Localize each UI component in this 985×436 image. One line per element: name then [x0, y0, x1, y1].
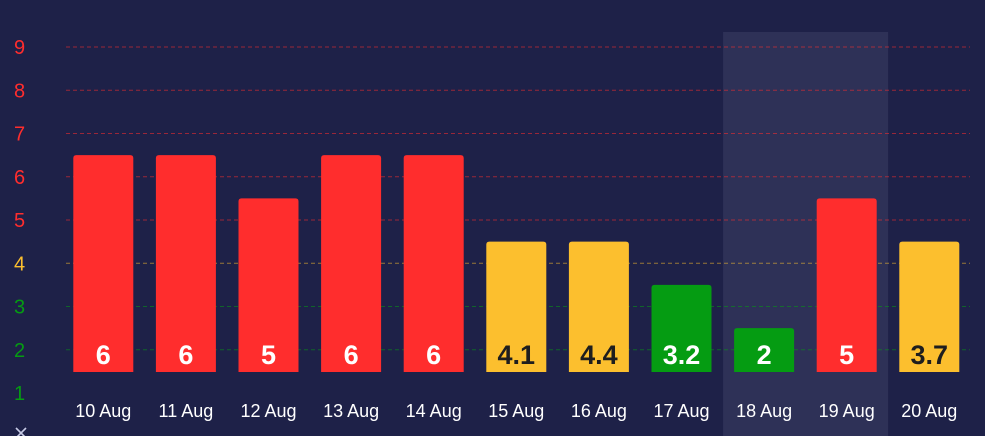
bar-value-label: 3.2 [663, 340, 701, 370]
x-tick-label: 11 Aug [159, 401, 214, 421]
bar-16-aug[interactable] [568, 241, 629, 372]
x-tick-label: 15 Aug [488, 401, 544, 421]
bar-value-label: 4.1 [498, 340, 536, 370]
bar-value-label: 6 [426, 340, 441, 370]
bar-value-label: 5 [839, 340, 854, 370]
x-tick-label: 18 Aug [736, 401, 792, 421]
bar-11-aug[interactable] [155, 155, 216, 372]
bar-value-label: 4.4 [580, 340, 618, 370]
corner-marker [15, 427, 27, 436]
bar-value-label: 3.7 [911, 340, 949, 370]
x-tick-label: 10 Aug [75, 401, 131, 421]
y-tick-label: 1 [14, 383, 25, 405]
bar-value-label: 6 [96, 340, 111, 370]
bar-13-aug[interactable] [321, 155, 382, 372]
y-tick-label: 8 [14, 80, 25, 102]
x-axis: 10 Aug 11 Aug 12 Aug 13 Aug 14 Aug 15 Aug 16 A… [75, 401, 957, 421]
y-tick-label: 4 [14, 253, 25, 275]
bar-10-aug[interactable] [73, 155, 134, 372]
bar-17-aug[interactable] [651, 284, 712, 372]
bar-value-label: 5 [261, 340, 276, 370]
y-tick-label: 3 [14, 297, 25, 319]
bar-19-aug[interactable] [816, 198, 877, 372]
y-axis: 9 8 7 6 5 4 3 2 1 [14, 37, 25, 405]
gridlines [66, 46, 970, 351]
y-tick-label: 6 [14, 167, 25, 189]
y-tick-label: 2 [14, 340, 25, 362]
x-tick-label: 12 Aug [240, 401, 296, 421]
y-tick-label: 5 [14, 210, 25, 232]
bar-15-aug[interactable] [486, 241, 547, 372]
bar-18-aug[interactable] [734, 328, 795, 372]
bar-14-aug[interactable] [403, 155, 464, 372]
y-tick-label: 7 [14, 124, 25, 146]
bar-12-aug[interactable] [238, 198, 299, 372]
x-tick-label: 16 Aug [571, 401, 627, 421]
bar-20-aug[interactable] [899, 241, 960, 372]
x-tick-label: 17 Aug [653, 401, 709, 421]
bar-value-label: 2 [757, 340, 772, 370]
x-tick-label: 14 Aug [406, 401, 462, 421]
bar-value-label: 6 [344, 340, 359, 370]
close-x-icon [15, 427, 27, 436]
x-tick-label: 19 Aug [819, 401, 875, 421]
x-tick-label: 13 Aug [323, 401, 379, 421]
x-tick-label: 20 Aug [901, 401, 957, 421]
bar-value-label: 6 [178, 340, 193, 370]
y-tick-label: 9 [14, 37, 25, 59]
bars: 6 6 5 6 6 4.1 4.4 3.2 2 5 3.7 [73, 155, 960, 372]
